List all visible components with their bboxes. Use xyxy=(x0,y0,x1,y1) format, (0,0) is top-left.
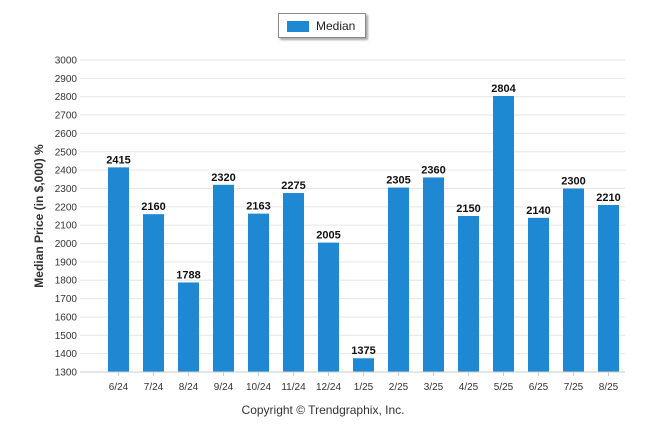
data-label: 2804 xyxy=(491,83,516,95)
y-tick-label: 2900 xyxy=(55,74,78,85)
data-label: 2320 xyxy=(211,172,235,184)
x-tick-label: 8/24 xyxy=(179,382,199,393)
bar xyxy=(178,282,199,372)
bar xyxy=(388,187,409,372)
y-tick-label: 1300 xyxy=(55,368,78,379)
y-tick-label: 3000 xyxy=(55,56,78,67)
x-tick-label: 5/25 xyxy=(494,382,514,393)
x-tick-label: 8/25 xyxy=(599,382,619,393)
x-tick-label: 1/25 xyxy=(354,382,374,393)
bar xyxy=(213,184,234,372)
x-tick-label: 12/24 xyxy=(316,382,341,393)
x-tick-label: 9/24 xyxy=(214,382,234,393)
data-label: 2415 xyxy=(106,154,130,166)
bar xyxy=(493,95,514,372)
bar xyxy=(283,193,304,372)
data-label: 2305 xyxy=(386,175,410,187)
bar xyxy=(598,204,619,372)
y-tick-label: 1600 xyxy=(55,312,78,323)
gridlines xyxy=(80,59,625,373)
legend: Median xyxy=(278,13,366,38)
x-tick-label: 7/25 xyxy=(564,382,584,393)
bar xyxy=(108,167,129,372)
bar xyxy=(318,242,339,372)
bar xyxy=(563,188,584,372)
data-label: 2210 xyxy=(596,192,620,204)
bar xyxy=(248,213,269,372)
y-tick-label: 2800 xyxy=(55,92,78,103)
y-tick-label: 2200 xyxy=(55,202,78,213)
y-axis-ticks: 1300 1400 1500 1600 1700 1800 1900 2000 2100 2200… xyxy=(55,56,78,379)
legend-label: Median xyxy=(316,19,356,33)
y-tick-label: 1900 xyxy=(55,257,78,268)
y-tick-label: 1700 xyxy=(55,294,78,305)
x-tick-label: 4/25 xyxy=(459,382,479,393)
y-tick-label: 2500 xyxy=(55,147,78,158)
y-tick-label: 2100 xyxy=(55,221,78,232)
x-tick-label: 11/24 xyxy=(281,382,306,393)
bar xyxy=(353,358,374,372)
bar xyxy=(143,214,164,372)
y-axis-label: Median Price (in $,000) % xyxy=(32,144,46,288)
y-tick-label: 2700 xyxy=(55,111,78,122)
data-labels: 2415 2160 1788 2320 2163 2275 2005 1375 2305 2360… xyxy=(106,83,620,357)
data-label: 2275 xyxy=(281,180,305,192)
y-tick-label: 1500 xyxy=(55,331,78,342)
data-label: 2160 xyxy=(141,201,165,213)
y-tick-label: 2300 xyxy=(55,184,78,195)
bars xyxy=(108,95,619,372)
data-label: 2163 xyxy=(246,201,270,213)
bar xyxy=(528,217,549,372)
data-label: 1788 xyxy=(176,269,200,281)
copyright: Copyright © Trendgraphix, Inc. xyxy=(241,403,405,417)
data-label: 1375 xyxy=(351,345,375,357)
legend-swatch xyxy=(287,21,309,32)
x-tick-label: 10/24 xyxy=(246,382,271,393)
bar xyxy=(423,177,444,372)
data-label: 2150 xyxy=(456,203,480,215)
x-tick-label: 3/25 xyxy=(424,382,444,393)
y-tick-label: 2400 xyxy=(55,166,78,177)
data-label: 2300 xyxy=(561,175,585,187)
data-label: 2005 xyxy=(316,230,340,242)
data-label: 2360 xyxy=(421,164,445,176)
x-axis-ticks: 6/24 7/24 8/24 9/24 10/24 11/24 12/24 1/25 2/25 3… xyxy=(80,371,625,393)
y-tick-label: 2600 xyxy=(55,129,78,140)
data-label: 2140 xyxy=(526,205,550,217)
y-tick-label: 1400 xyxy=(55,349,78,360)
x-tick-label: 6/25 xyxy=(529,382,549,393)
bar xyxy=(458,216,479,372)
x-tick-label: 2/25 xyxy=(389,382,409,393)
y-tick-label: 1800 xyxy=(55,276,78,287)
x-tick-label: 6/24 xyxy=(109,382,129,393)
x-tick-label: 7/24 xyxy=(144,382,164,393)
y-tick-label: 2000 xyxy=(55,239,78,250)
